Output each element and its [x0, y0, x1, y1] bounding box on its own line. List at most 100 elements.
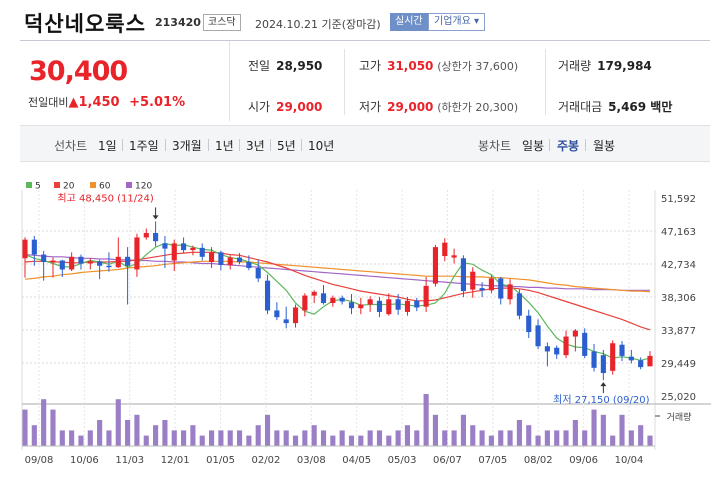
candle-body	[283, 319, 289, 324]
candle-body	[395, 299, 401, 310]
header-divider	[20, 40, 710, 41]
stat-label: 시가	[248, 100, 271, 114]
volume-label: 거래량	[667, 411, 692, 423]
current-price: 30,400	[29, 56, 128, 87]
volume-bar	[106, 430, 112, 446]
stat-value: 5,469 백만	[608, 100, 673, 114]
volume-bar	[143, 435, 149, 446]
x-tick-label: 05/03	[388, 455, 417, 466]
volume-bar	[255, 425, 261, 446]
volume-bar	[367, 430, 373, 446]
volume-bar	[470, 425, 476, 446]
volume-bar	[283, 430, 289, 446]
divider	[549, 139, 550, 151]
stock-chart: 5 20 60 120 51,592 47,163 42,734 38,306 33,877 29…	[0, 170, 711, 479]
candle-daily[interactable]: 일봉	[522, 139, 545, 153]
volume-bar	[479, 430, 485, 446]
legend-swatch-60	[90, 182, 96, 188]
volume-bar	[50, 409, 56, 446]
y-tick-label: 42,734	[661, 260, 696, 271]
stat-label: 전일	[248, 59, 271, 73]
candle-body	[69, 256, 75, 270]
candle-body	[582, 332, 588, 356]
period-3y[interactable]: 3년	[246, 139, 265, 153]
stat-value: 28,950	[276, 59, 323, 73]
candle-body	[591, 351, 597, 368]
candle-body	[348, 302, 355, 309]
volume-bar	[432, 414, 439, 446]
period-10y[interactable]: 10년	[308, 139, 335, 153]
divider	[545, 49, 546, 115]
candle-body	[162, 243, 168, 249]
volume-bar	[320, 430, 327, 446]
candle-body	[31, 239, 37, 255]
y-tick-label: 38,306	[661, 293, 696, 304]
volume-bar	[292, 435, 299, 446]
up-arrow-icon: ▲	[68, 95, 79, 110]
candle-body	[488, 278, 494, 291]
candle-body	[199, 247, 205, 257]
volume-bar	[507, 430, 513, 446]
period-5y[interactable]: 5년	[277, 139, 296, 153]
x-tick-label: 03/08	[297, 455, 326, 466]
candle-body	[218, 252, 224, 266]
candle-body	[619, 344, 625, 356]
volume-bar	[181, 430, 187, 446]
candle-body	[59, 260, 65, 270]
volume-bar	[162, 420, 168, 446]
period-1y[interactable]: 1년	[215, 139, 234, 153]
company-overview-dropdown[interactable]: 기업개요 ▾	[428, 13, 485, 31]
candle-body	[451, 255, 457, 258]
x-tick-label: 07/05	[478, 455, 507, 466]
legend-swatch-120	[126, 182, 132, 188]
period-1d[interactable]: 1일	[98, 139, 117, 153]
volume-bar	[69, 430, 75, 446]
legend-swatch-20	[54, 182, 60, 188]
divider	[585, 139, 586, 151]
volume-bar	[460, 414, 466, 446]
volume-bar	[647, 435, 653, 446]
realtime-button[interactable]: 실시간	[390, 13, 428, 31]
stat-low: 저가 29,000 (하한가 20,300)	[359, 98, 518, 115]
stat-label: 거래대금	[558, 100, 603, 114]
volume-bar	[591, 409, 597, 446]
market-badge: 코스닥	[203, 14, 241, 31]
change-amount: 1,450	[78, 95, 120, 110]
candle-body	[498, 278, 504, 299]
candle-body	[535, 325, 541, 347]
period-1w[interactable]: 1주일	[129, 139, 159, 153]
divider	[239, 139, 240, 151]
stat-amount: 거래대금 5,469 백만	[558, 98, 672, 115]
candle-body	[470, 271, 476, 290]
stat-value: 29,000	[276, 100, 323, 114]
y-tick-label: 25,020	[661, 392, 696, 403]
chart-toolbar: 선차트 1일 1주일 3개월 1년 3년 5년 10년 봉차트 일봉 주봉 월봉	[20, 125, 710, 162]
change-percent: +5.01%	[129, 95, 186, 110]
line-chart-label[interactable]: 선차트	[54, 139, 88, 153]
chart-canvas: 5 20 60 120 51,592 47,163 42,734 38,306 33,877 29…	[21, 182, 711, 466]
period-3m[interactable]: 3개월	[172, 139, 202, 153]
candle-weekly[interactable]: 주봉	[557, 139, 580, 153]
volume-bar	[218, 430, 224, 446]
candle-monthly[interactable]: 월봉	[593, 139, 616, 153]
volume-bar	[404, 425, 411, 446]
candle-body	[87, 261, 93, 264]
divider	[301, 139, 302, 151]
volume-bar	[572, 420, 578, 446]
candle-chart-label[interactable]: 봉차트	[478, 139, 512, 153]
volume-bar	[171, 430, 177, 446]
x-tick-label: 12/01	[161, 455, 190, 466]
candle-body	[638, 360, 644, 368]
candle-body	[236, 257, 243, 263]
low-annotation: 최저 27,150 (09/20)	[553, 394, 649, 406]
volume-bar	[311, 425, 317, 446]
volume-bar	[125, 420, 131, 446]
candle-body	[339, 297, 345, 302]
candle-body	[367, 299, 373, 305]
stat-prev-close: 전일 28,950	[248, 57, 322, 74]
volume-bar	[423, 394, 429, 446]
candle-body	[115, 256, 121, 268]
volume-bar	[209, 430, 215, 446]
candle-body	[292, 307, 299, 324]
candle-body	[544, 346, 550, 352]
